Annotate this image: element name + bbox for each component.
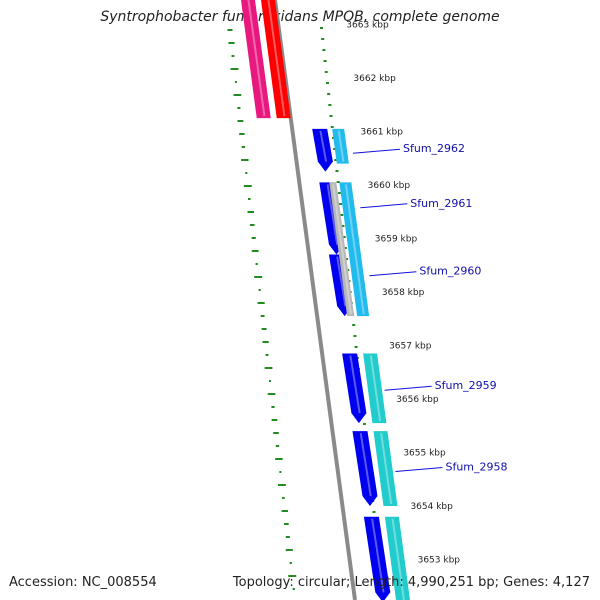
feature-highlight-12 [380, 432, 393, 505]
feature-blue-5 [342, 353, 367, 424]
leader-line-Sfum_2960 [369, 271, 417, 277]
feature-highlight-6 [359, 432, 372, 497]
tick-label-3660: 3660 kbp [368, 181, 411, 191]
feature-highlight-11 [369, 355, 382, 422]
gene-label-layer: Sfum_2962 Sfum_2961 Sfum_2960 Sfum_2959 Sfum… [352, 142, 508, 474]
tick-label-3663: 3663 kbp [346, 21, 389, 31]
feature-cyan-9 [339, 182, 370, 317]
tick-label-3654: 3654 kbp [410, 502, 453, 512]
feature-teal-11 [363, 353, 387, 424]
feature-highlight-9 [344, 184, 365, 315]
tick-label-3658: 3658 kbp [382, 288, 425, 298]
tick-label-3653: 3653 kbp [418, 556, 461, 566]
tick-label-3662: 3662 kbp [353, 74, 396, 84]
leader-line-Sfum_2961 [360, 203, 408, 209]
feature-highlight-8 [337, 130, 345, 162]
backbone-layer [273, 0, 357, 600]
map-title: Syntrophobacter fumaroxidans MPOB, compl… [100, 9, 500, 25]
topology-summary-text: Topology: circular; Length: 4,990,251 bp… [232, 575, 590, 590]
tick-layer: 3663 kbp 3662 kbp 3661 kbp 3660 kbp 3659 kbp… [346, 21, 460, 566]
feature-red-1 [260, 0, 291, 119]
feature-blue-7 [363, 516, 391, 600]
feature-blue-2 [312, 128, 333, 172]
tick-label-3655: 3655 kbp [403, 449, 446, 459]
gene-label-Sfum_2959: Sfum_2959 [435, 379, 497, 392]
leader-line-Sfum_2959 [384, 385, 432, 391]
gene-label-Sfum_2960: Sfum_2960 [419, 265, 481, 278]
feature-highlight-0 [247, 0, 266, 117]
backbone-line [273, 0, 357, 600]
feature-highlight-3 [326, 184, 339, 245]
tick-label-3661: 3661 kbp [361, 128, 404, 138]
accession-text: Accession: NC_008554 [9, 575, 157, 590]
feature-blue-6 [352, 431, 378, 506]
leader-line-Sfum_2958 [395, 467, 443, 473]
feature-pink-0 [240, 0, 271, 119]
feature-highlight-7 [371, 518, 385, 593]
feature-grey-10 [329, 182, 355, 317]
feature-teal-12 [373, 431, 398, 506]
feature-teal-13 [384, 516, 411, 600]
feature-highlight-13 [391, 518, 405, 600]
tick-label-3659: 3659 kbp [375, 235, 418, 245]
feature-highlight-2 [319, 130, 328, 162]
feature-highlight-5 [349, 355, 361, 414]
feature-cyan-8 [332, 128, 349, 164]
feature-highlight-10 [332, 184, 352, 315]
feature-layer [240, 0, 411, 600]
tick-label-3656: 3656 kbp [396, 395, 439, 405]
gene-label-Sfum_2958: Sfum_2958 [445, 461, 507, 474]
gene-label-Sfum_2961: Sfum_2961 [410, 197, 472, 210]
gene-label-Sfum_2962: Sfum_2962 [403, 142, 465, 155]
leader-line-Sfum_2962 [352, 148, 401, 154]
feature-highlight-4 [336, 256, 347, 307]
tick-label-3657: 3657 kbp [389, 342, 432, 352]
feature-highlight-1 [267, 0, 286, 117]
